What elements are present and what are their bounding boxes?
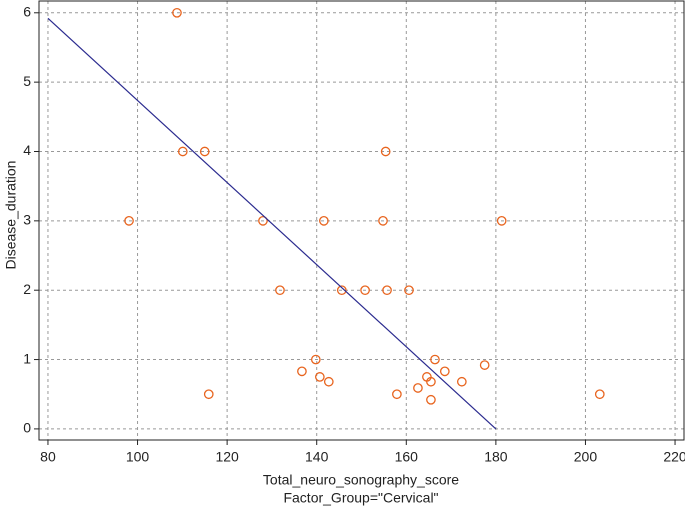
- point: [479, 360, 490, 370]
- point: [319, 215, 329, 226]
- fit-line: [47, 17, 497, 430]
- point: [426, 376, 436, 387]
- point: [392, 389, 402, 400]
- point: [314, 372, 325, 382]
- x-tick-label: 80: [40, 449, 56, 465]
- point: [439, 366, 450, 377]
- point: [380, 146, 391, 157]
- x-tick-label: 180: [484, 449, 508, 465]
- x-tick-label: 140: [305, 449, 329, 465]
- subtitle: Factor_Group="Cervical": [283, 490, 438, 506]
- point: [404, 285, 414, 296]
- y-tick-label: 4: [23, 142, 31, 158]
- point: [378, 215, 388, 226]
- point: [496, 215, 507, 226]
- plot-frame: [38, 0, 685, 441]
- y-tick-label: 5: [23, 73, 31, 89]
- point: [177, 146, 188, 157]
- point: [323, 376, 334, 387]
- y-tick-label: 6: [23, 3, 31, 19]
- y-tick-label: 0: [23, 420, 31, 436]
- y-tick-label: 3: [23, 212, 31, 228]
- point: [382, 285, 392, 296]
- x-tick-label: 200: [574, 449, 598, 465]
- point: [360, 285, 370, 296]
- x-axis-label: Total_neuro_sonography_score: [263, 472, 459, 488]
- point: [310, 354, 321, 365]
- y-axis-label: Disease_duration: [3, 161, 19, 270]
- point: [594, 389, 605, 400]
- point: [430, 354, 440, 365]
- point: [413, 383, 423, 393]
- point: [297, 366, 307, 377]
- point: [199, 146, 210, 157]
- x-tick-label: 100: [126, 449, 150, 465]
- point: [203, 389, 214, 400]
- y-tick-label: 2: [23, 281, 31, 297]
- point: [124, 215, 134, 226]
- point: [258, 215, 268, 226]
- point: [275, 285, 285, 296]
- point: [456, 376, 467, 387]
- x-tick-label: 160: [395, 449, 419, 465]
- point: [172, 7, 182, 18]
- x-tick-label: 220: [663, 449, 685, 465]
- y-tick-label: 1: [23, 350, 31, 366]
- x-tick-label: 120: [215, 449, 239, 465]
- point: [426, 394, 436, 405]
- point: [336, 285, 347, 296]
